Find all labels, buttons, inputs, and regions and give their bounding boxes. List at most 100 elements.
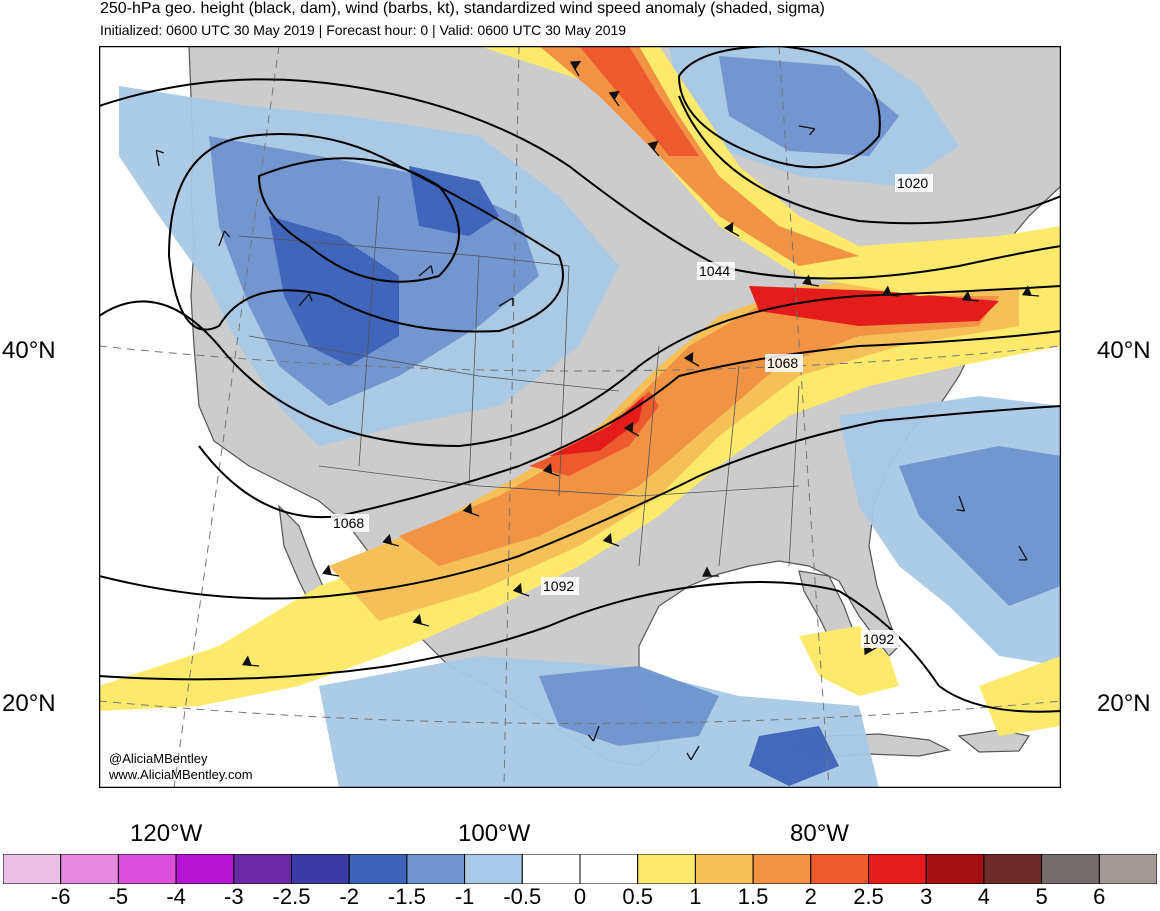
- contour-1068-south: [198, 330, 1061, 519]
- negative-anomaly-hudson-core: [719, 56, 899, 156]
- colorbar-swatch: [348, 854, 408, 884]
- wind-barb: [881, 285, 900, 297]
- contour-west-inner: [257, 157, 460, 283]
- colorbar-swatch: [925, 854, 985, 884]
- wind-barb: [462, 503, 480, 517]
- contour-west-closed: [167, 133, 564, 333]
- contour-hudson-low: [677, 46, 881, 169]
- colorbar-swatch: [291, 854, 350, 884]
- colorbar-swatch: [1098, 854, 1157, 884]
- colorbar-tick-label: 6: [1093, 884, 1106, 909]
- colorbar-tick-label: 1: [689, 884, 702, 909]
- map-panel: 1020 1044 1068 1068 1092 1092: [99, 46, 1061, 788]
- colorbar-swatch: [810, 854, 869, 884]
- contour-label-1044: 1044: [699, 263, 730, 279]
- wind-barb: [569, 60, 582, 77]
- meridian-80w: [778, 46, 830, 788]
- colorbar-tick-label: 0: [573, 884, 587, 909]
- colorbar-swatch: [117, 854, 177, 884]
- wind-barb: [498, 297, 514, 307]
- colorbar-tick-label: -2.5: [272, 884, 311, 909]
- lat-label-20n-left: 20°N: [2, 690, 56, 717]
- colorbar-tick-label: 5: [1035, 884, 1048, 909]
- lat-label-20n-right: 20°N: [1097, 690, 1151, 717]
- wind-barb: [686, 745, 700, 761]
- wind-barb: [802, 274, 820, 287]
- contour-1020: [678, 95, 1061, 225]
- colorbar-tick-label: 1.5: [737, 884, 769, 909]
- jet-anomaly-max-ohio: [549, 396, 644, 456]
- colorbar-swatch: [233, 854, 293, 884]
- wind-barb: [298, 293, 313, 307]
- parallel-40n: [99, 345, 1061, 372]
- wind-barb: [241, 655, 260, 667]
- wind-barb: [1021, 285, 1040, 297]
- jet-anomaly-max-northeast: [749, 286, 999, 326]
- colorbar-swatch: [175, 854, 235, 884]
- contour-labels: 1020 1044 1068 1068 1092 1092: [331, 174, 933, 648]
- state-borders: [238, 195, 800, 567]
- lon-label-80w: 80°W: [790, 820, 849, 847]
- meridian-100w: [503, 46, 520, 788]
- colorbar-tick-label: 2.5: [853, 884, 884, 909]
- wind-barb: [683, 351, 700, 367]
- negative-anomaly-west-core: [269, 216, 399, 366]
- colorbar-swatch: [983, 854, 1043, 884]
- colorbar-tick-label: -1.5: [387, 884, 426, 909]
- colorbar-swatch: [694, 854, 754, 884]
- wind-barb: [798, 125, 816, 136]
- wind-barb: [218, 230, 231, 247]
- wind-barb: [956, 495, 966, 512]
- wind-barb: [701, 566, 719, 577]
- lon-label-100w: 100°W: [458, 820, 531, 847]
- credit-website: www.AliciaMBentley.com: [109, 767, 253, 782]
- parallel-20n: [99, 700, 1061, 724]
- wind-barb: [542, 463, 560, 477]
- credit-handle: @AliciaMBentley: [109, 751, 208, 766]
- colorbar-swatch: [60, 854, 119, 884]
- colorbar-tick-label: -0.5: [503, 884, 542, 909]
- contour-label-1020: 1020: [897, 175, 928, 191]
- wind-barb: [647, 140, 660, 157]
- colorbar-tick-label: -1: [454, 884, 475, 909]
- map-frame: [99, 46, 1061, 788]
- jet-anomaly-canada-core: [579, 46, 699, 156]
- lat-label-40n-left: 40°N: [2, 337, 56, 364]
- contour-1092-south: [99, 581, 1061, 713]
- wind-barb: [512, 583, 530, 597]
- colorbar-swatch: [1041, 854, 1100, 884]
- lon-label-120w: 120°W: [130, 820, 203, 847]
- colorbar-tick-label: 2: [804, 884, 817, 909]
- colorbar-tick-label: 3: [920, 884, 933, 909]
- colorbar-swatch: [752, 854, 812, 884]
- map-subtitle: Initialized: 0600 UTC 30 May 2019 | Fore…: [100, 22, 627, 38]
- wind-barb: [602, 533, 620, 547]
- colorbar-tick-label: -4: [166, 884, 186, 909]
- negative-anomaly-atlantic-core: [899, 446, 1061, 606]
- wind-barb: [587, 725, 600, 742]
- contour-1092: [99, 405, 1061, 600]
- wind-barb: [723, 221, 740, 237]
- colorbar-tick-label: 0.5: [622, 884, 653, 909]
- jet-anomaly-atlantic-south: [979, 656, 1061, 736]
- colorbar-tick-label: -3: [224, 884, 244, 909]
- contour-label-1068-east: 1068: [767, 355, 798, 371]
- hispaniola-island: [957, 729, 1030, 753]
- colorbar-swatch: [579, 854, 639, 884]
- wind-barb: [608, 90, 620, 107]
- contour-label-1092-east: 1092: [863, 631, 894, 647]
- colorbar-swatch: [406, 854, 466, 884]
- colorbar-swatch: [637, 854, 696, 884]
- wind-barb: [961, 290, 980, 302]
- contour-1044: [99, 78, 1061, 280]
- anomaly-shading: [99, 46, 1061, 788]
- wind-barb: [382, 533, 400, 547]
- negative-anomaly-caribbean-core: [749, 726, 839, 786]
- map-canvas: 1020 1044 1068 1068 1092 1092: [99, 46, 1061, 788]
- colorbar-tick-label: -5: [108, 884, 129, 909]
- wind-barbs: [155, 60, 1040, 761]
- wind-barb: [623, 421, 640, 437]
- wind-barb: [412, 613, 430, 627]
- wind-barb: [1018, 545, 1028, 561]
- contour-label-1092-west: 1092: [543, 578, 574, 594]
